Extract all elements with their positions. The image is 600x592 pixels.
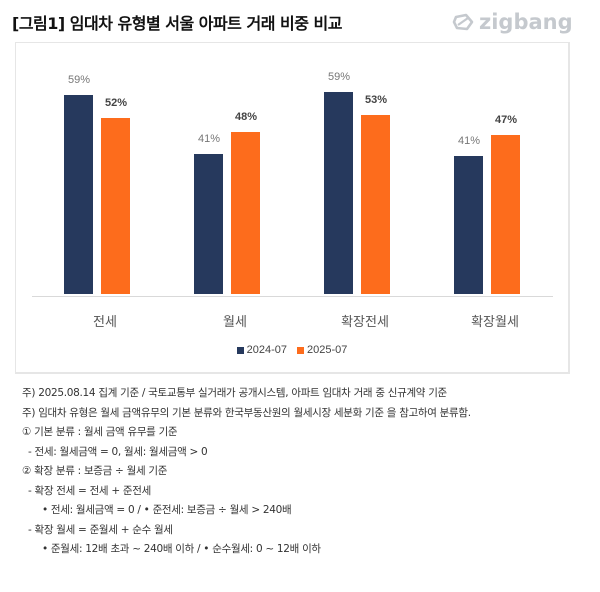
note-basic-classification: ① 기본 분류 : 월세 금액 유무를 기준 [22, 426, 178, 438]
bar-ext-jeonse-2024 [324, 92, 353, 294]
note-extended-jeonse-detail: • 전세: 월세금액 = 0 / • 준전세: 보증금 ÷ 월세 > 240배 [42, 504, 292, 516]
chart-legend: 2024-07 2025-07 [16, 344, 568, 356]
category-label: 전세 [93, 315, 117, 330]
bar-jeonse-2024 [64, 95, 93, 294]
note-extended-wolse-detail: • 준월세: 12배 초과 ~ 240배 이하 / • 순수월세: 0 ~ 12… [42, 543, 321, 555]
note-classification: 주) 임대차 유형은 월세 금액유무의 기본 분류와 한국부동산원의 월세시장 … [22, 406, 471, 419]
legend-swatch-navy [236, 346, 244, 354]
footnotes: 주) 2025.08.14 집계 기준 / 국토교통부 실거래가 공개시스템, … [22, 384, 471, 560]
legend-swatch-orange [297, 346, 304, 354]
value-label: 41% [197, 133, 221, 145]
bar-jeonse-2025 [101, 118, 130, 294]
category-label: 월세 [223, 315, 247, 330]
plot-area: 59% 52% 41% 48% 59% 53% 41% 47% 전세 월세 확장… [16, 43, 568, 372]
value-label: 41% [457, 135, 481, 147]
note-source: 주) 2025.08.14 집계 기준 / 국토교통부 실거래가 공개시스템, … [22, 387, 447, 399]
legend-label: 2025-07 [307, 344, 348, 356]
logo-text: zigbang [479, 10, 573, 34]
x-axis-line [32, 296, 553, 297]
legend-item-2024: 2024-07 [236, 344, 287, 356]
bar-ext-jeonse-2025 [361, 115, 390, 294]
note-extended-classification: ② 확장 분류 : 보증금 ÷ 월세 기준 [22, 465, 168, 477]
legend-item-2025: 2025-07 [297, 344, 347, 356]
category-label: 확장전세 [341, 315, 389, 330]
zigbang-logo-icon [452, 13, 474, 31]
bar-wolse-2025 [231, 132, 260, 294]
bar-ext-wolse-2024 [454, 156, 483, 294]
bar-wolse-2024 [194, 154, 223, 294]
bar-ext-wolse-2025 [491, 135, 520, 294]
value-label: 53% [364, 94, 388, 106]
legend-label: 2024-07 [246, 344, 287, 356]
value-label: 48% [234, 111, 258, 123]
value-label: 52% [104, 97, 128, 109]
zigbang-logo: zigbang [452, 10, 573, 34]
figure-title: [그림1] 임대차 유형별 서울 아파트 거래 비중 비교 [12, 14, 342, 33]
value-label: 59% [327, 71, 351, 83]
note-basic-detail: - 전세: 월세금액 = 0, 월세: 월세금액 > 0 [28, 445, 208, 458]
value-label: 59% [67, 74, 91, 86]
note-extended-wolse: - 확장 월세 = 준월세 + 순수 월세 [28, 523, 173, 536]
category-label: 확장월세 [471, 315, 519, 330]
value-label: 47% [494, 114, 518, 126]
note-extended-jeonse: - 확장 전세 = 전세 + 준전세 [28, 484, 151, 497]
chart-container: 59% 52% 41% 48% 59% 53% 41% 47% 전세 월세 확장… [15, 42, 570, 374]
